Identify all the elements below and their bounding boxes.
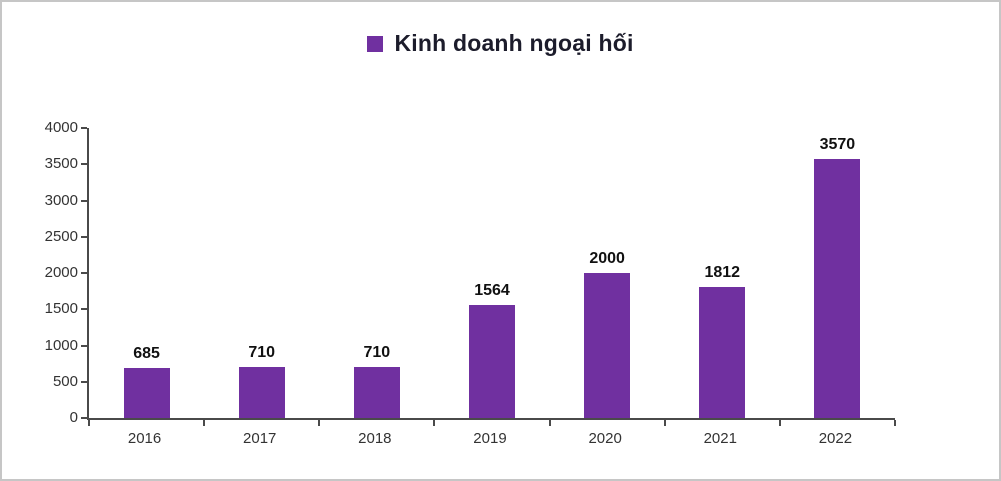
bar [699, 286, 746, 418]
y-tick-label: 2000 [44, 264, 78, 281]
x-tick-label: 2017 [243, 430, 277, 447]
x-axis-tick [778, 420, 781, 426]
bar [584, 273, 631, 418]
x-axis-tick [433, 420, 436, 426]
y-tick-label: 1000 [44, 336, 78, 354]
x-tick-label: 2018 [358, 430, 392, 447]
bar-value-label: 2000 [589, 250, 625, 267]
y-axis-tick [81, 380, 87, 383]
x-tick-label: 2022 [818, 430, 853, 447]
y-tick-label: 3500 [44, 155, 78, 173]
y-axis-tick [81, 272, 87, 274]
bar-value-label: 1564 [474, 281, 510, 299]
x-axis-labels: 2016 2017 2018 2019 2020 2021 2022 [87, 430, 893, 447]
bar [123, 368, 170, 418]
y-axis-labels: 0 500 1000 1500 2000 2500 3000 3500 4000 [20, 119, 78, 426]
bar [468, 304, 515, 418]
x-tick-label: 2021 [703, 430, 737, 447]
y-tick-label: 4000 [44, 119, 78, 136]
y-axis-tick [81, 163, 87, 166]
y-axis-tick [81, 127, 87, 129]
chart-legend: Kinh doanh ngoại hối [2, 30, 999, 57]
bar-value-label: 710 [248, 343, 276, 361]
y-tick-label: 3000 [44, 191, 78, 209]
bar-value-label: 710 [363, 343, 391, 361]
bar-column: 1564 [434, 128, 549, 418]
x-axis-tick [663, 420, 666, 426]
y-tick-label: 2500 [44, 227, 78, 245]
bar-column: 710 [319, 128, 434, 418]
bar [353, 366, 400, 418]
x-tick-label: 2016 [127, 430, 162, 447]
y-axis-tick [81, 417, 87, 419]
y-axis-tick [81, 344, 87, 347]
bar [814, 159, 861, 418]
bar [238, 366, 285, 418]
bar-column: 685 [89, 128, 204, 418]
x-axis-tick [203, 420, 206, 426]
y-tick-label: 500 [52, 372, 78, 390]
x-axis-tick [894, 420, 896, 426]
x-axis-tick [318, 420, 321, 426]
x-axis-tick [88, 420, 90, 426]
legend-title: Kinh doanh ngoại hối [394, 30, 634, 56]
bar-value-label: 1812 [704, 263, 741, 281]
bar-value-label: 685 [133, 345, 160, 363]
bar-column: 2000 [550, 128, 665, 418]
x-axis-tick [548, 420, 551, 426]
y-axis-tick [81, 308, 87, 311]
x-tick-label: 2019 [473, 430, 507, 447]
y-tick-label: 0 [69, 409, 78, 426]
x-tick-label: 2020 [588, 430, 622, 447]
y-axis-tick [81, 235, 87, 238]
bar-column: 3570 [780, 128, 895, 418]
bar-column: 710 [204, 128, 319, 418]
y-axis-tick [81, 199, 87, 202]
bar-column: 1812 [665, 128, 780, 418]
legend-marker-icon [367, 35, 384, 52]
bar-value-label: 3570 [819, 136, 856, 154]
plot-area: 685 710 710 1564 2000 1812 3570 [81, 127, 896, 426]
y-tick-label: 1500 [44, 300, 78, 318]
